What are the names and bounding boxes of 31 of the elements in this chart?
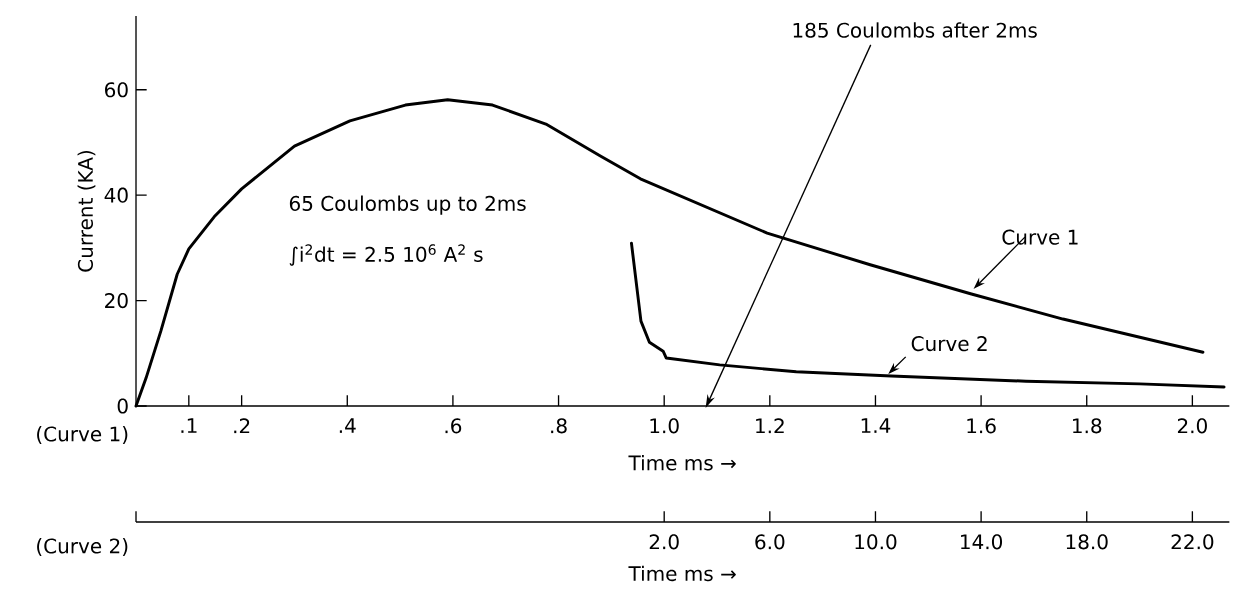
y-tick-label: 40 xyxy=(104,187,128,203)
y-tick-label: 0 xyxy=(117,398,128,414)
x2-tick-label: 22.0 xyxy=(1171,534,1214,550)
y-tick-label: 20 xyxy=(105,293,128,309)
x-tick-label: 1.0 xyxy=(650,418,679,434)
x-tick-label: .4 xyxy=(339,418,356,433)
text: Curve 1 xyxy=(1002,229,1078,245)
x-tick-label: 1.2 xyxy=(756,418,784,434)
x-tick-label: .8 xyxy=(551,418,567,434)
x2-tick-label: 6.0 xyxy=(755,534,785,550)
x-tick-label: 1.8 xyxy=(1073,418,1102,434)
x2-axis-title: Time ms → xyxy=(628,565,736,582)
x-axis-title: Time ms → xyxy=(628,455,736,471)
x-tick-label: 1.4 xyxy=(861,418,891,433)
x2-tick-label: 14.0 xyxy=(961,534,1003,550)
y-tick-label: 60 xyxy=(105,82,128,98)
text: (Curve 1) xyxy=(37,426,128,444)
annotation: ∫i$^{2}$dt = 2.5 10$^{6}$ A$^{2}$ s xyxy=(289,244,483,266)
x-tick-label: 2.0 xyxy=(1177,418,1207,434)
x-tick-label: .6 xyxy=(445,418,462,434)
x2-tick-label: 10.0 xyxy=(855,534,897,550)
x-tick-label: 1.6 xyxy=(967,418,996,434)
x2-tick-label: 2.0 xyxy=(649,534,679,550)
x-tick-label: .2 xyxy=(234,418,250,434)
series-label: Curve 2 xyxy=(911,336,987,352)
y-axis-title: Current (KA) xyxy=(77,150,96,272)
annotation: 65 Coulombs up to 2ms xyxy=(289,195,526,215)
annotation: 185 Coulombs after 2ms xyxy=(793,22,1037,38)
x2-tick-label: 18.0 xyxy=(1066,534,1108,550)
text: (Curve 2) xyxy=(37,538,128,556)
x-tick-label: .1 xyxy=(181,418,197,433)
